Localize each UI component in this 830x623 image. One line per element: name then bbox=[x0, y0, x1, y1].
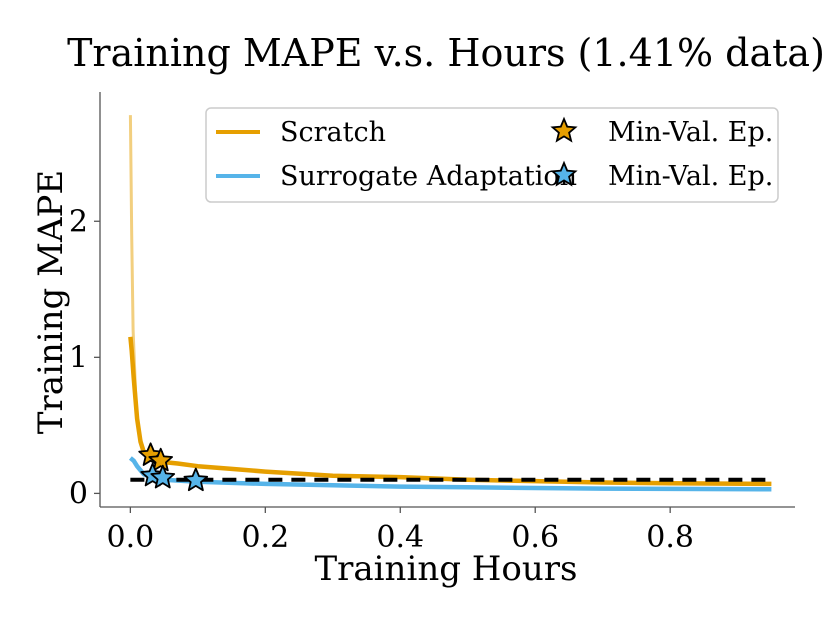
x-tick-label: 0.0 bbox=[107, 520, 155, 555]
x-tick-label: 0.4 bbox=[376, 520, 424, 555]
y-tick-label: 0 bbox=[69, 476, 88, 511]
surrogate-min-val-star bbox=[150, 464, 176, 489]
series-scratch-line bbox=[128, 336, 772, 487]
y-tick-label: 1 bbox=[69, 340, 88, 375]
series-surrogate-line bbox=[128, 456, 772, 492]
y-tick-label: 2 bbox=[69, 204, 88, 239]
legend-label-scratch-minval: Min-Val. Ep. bbox=[608, 117, 773, 148]
plot-area bbox=[128, 115, 772, 492]
legend-star-surrogate bbox=[550, 160, 578, 187]
legend-label-surrogate-minval: Min-Val. Ep. bbox=[608, 161, 773, 192]
legend-label-surrogate: Surrogate Adaptation bbox=[280, 161, 577, 192]
x-tick-label: 0.2 bbox=[241, 520, 289, 555]
x-tick-label: 0.8 bbox=[646, 520, 694, 555]
x-axis-label: Training Hours bbox=[314, 549, 577, 589]
legend-star-scratch bbox=[550, 116, 578, 143]
surrogate-min-val-star bbox=[183, 467, 209, 492]
y-axis-label: Training MAPE bbox=[31, 170, 71, 434]
legend-label-scratch: Scratch bbox=[280, 117, 386, 148]
chart-title: Training MAPE v.s. Hours (1.41% data) bbox=[67, 31, 825, 75]
legend-frame bbox=[205, 107, 779, 203]
axes: 0.0 0.2 0.4 0.6 0.8 0 1 2 bbox=[69, 92, 795, 555]
scratch-min-val-star bbox=[148, 447, 174, 472]
legend: Scratch Min-Val. Ep. Surrogate Adaptatio… bbox=[205, 107, 779, 203]
x-tick-label: 0.6 bbox=[511, 520, 559, 555]
